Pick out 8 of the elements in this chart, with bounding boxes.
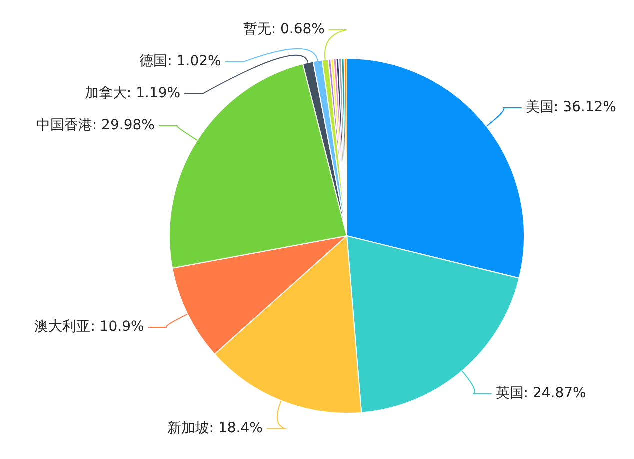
slice-label: 新加坡: 18.4% [167,420,263,436]
slice-label: 德国: 1.02% [140,54,222,70]
slice-label: 暂无: 0.68% [243,22,325,38]
slice-label: 加拿大: 1.19% [84,86,181,102]
slice-label: 中国香港: 29.98% [36,118,155,134]
slice-label: 美国: 36.12% [526,100,616,116]
slice-label: 澳大利亚: 10.9% [34,319,144,336]
slice-label: 英国: 24.87% [496,386,586,402]
